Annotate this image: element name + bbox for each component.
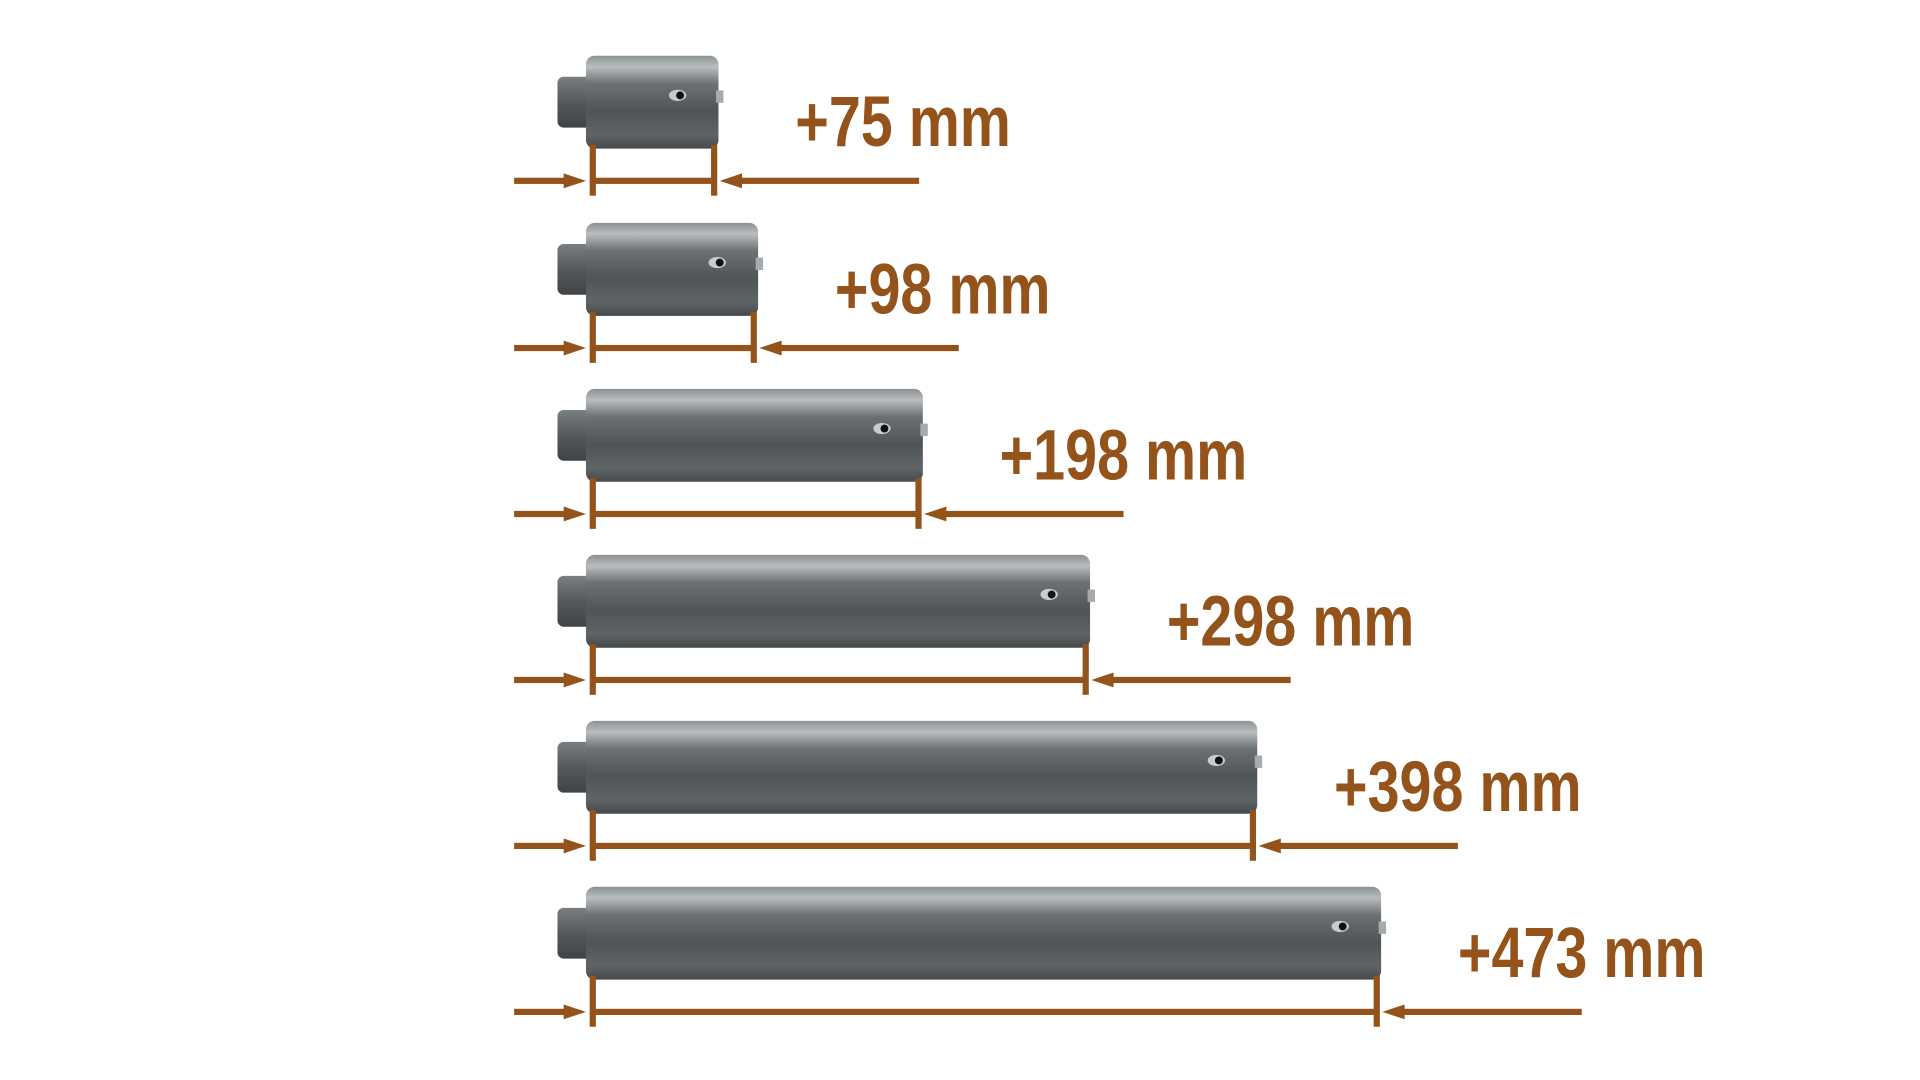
hole-center [1047, 590, 1056, 599]
dimension-line [592, 1008, 1379, 1015]
knob [557, 741, 593, 793]
extension-label: +198 mm [1000, 414, 1248, 495]
knob [557, 409, 593, 461]
hole-center [676, 91, 685, 100]
end-pin [1087, 589, 1095, 602]
extension-label: +473 mm [1458, 912, 1706, 993]
hole-center [1214, 756, 1223, 765]
cylinder [585, 222, 759, 316]
dimension-right-tick [1082, 644, 1089, 695]
cylinder [585, 886, 1382, 980]
hole-center [1338, 922, 1347, 931]
dimension-left-tick [589, 478, 596, 529]
extension-row: +473 mm [514, 886, 1706, 1027]
end-pin [716, 90, 724, 103]
arrow-right-icon [563, 672, 586, 688]
dimension-left-tick [589, 312, 596, 363]
extension-label: +98 mm [835, 248, 1051, 329]
end-pin [920, 423, 928, 436]
dimension-line [592, 510, 921, 518]
arrow-right-icon [563, 173, 586, 189]
dimension-right-tick [915, 478, 922, 529]
cylinder [585, 388, 923, 482]
dimension-line [592, 842, 1255, 850]
left-arrow-shaft [514, 842, 570, 850]
arrow-left-icon [1091, 672, 1114, 688]
dimension-right-tick [1373, 975, 1380, 1027]
hole-center [715, 258, 724, 267]
dimension-right-tick [711, 144, 718, 196]
arrow-right-icon [563, 1004, 586, 1020]
extension-label: +298 mm [1167, 580, 1415, 661]
arrow-left-icon [1382, 1004, 1405, 1020]
dimension-line [592, 177, 717, 184]
extension-row: +75 mm [514, 55, 1011, 196]
left-arrow-shaft [514, 1008, 570, 1015]
left-arrow-shaft [514, 676, 570, 684]
arrow-left-icon [719, 173, 743, 189]
end-pin [755, 257, 764, 270]
knob [557, 907, 593, 959]
extension-label: +75 mm [795, 81, 1011, 162]
arrow-right-icon [563, 838, 586, 854]
dimension-right-tick [1249, 810, 1257, 861]
dimension-left-tick [589, 144, 596, 196]
extension-row: +398 mm [514, 720, 1582, 861]
left-arrow-shaft [514, 344, 570, 352]
dimension-left-tick [589, 644, 596, 695]
left-arrow-shaft [514, 510, 570, 518]
cylinder [585, 554, 1091, 648]
end-pin [1254, 755, 1263, 768]
dimension-line [592, 676, 1088, 684]
dimension-line [592, 344, 756, 352]
dimension-left-tick [589, 975, 596, 1027]
arrow-left-icon [924, 506, 947, 522]
end-pin [1378, 921, 1387, 934]
left-arrow-shaft [514, 177, 570, 184]
right-arrow-shaft [775, 344, 959, 352]
right-arrow-shaft [735, 177, 920, 184]
right-arrow-shaft [940, 510, 1124, 518]
cylinder [585, 720, 1258, 814]
knob [557, 575, 593, 627]
extension-row: +198 mm [514, 388, 1248, 529]
knob [557, 243, 593, 295]
extension-row: +98 mm [514, 222, 1051, 363]
dimension-right-tick [750, 312, 757, 363]
arrow-right-icon [563, 506, 586, 522]
arrow-left-icon [1258, 838, 1281, 854]
hole-center [880, 424, 889, 433]
cylinder [585, 55, 719, 149]
right-arrow-shaft [1274, 842, 1458, 850]
extension-row: +298 mm [514, 554, 1415, 695]
right-arrow-shaft [1398, 1008, 1582, 1015]
arrow-left-icon [759, 340, 782, 356]
extension-label: +398 mm [1334, 746, 1582, 827]
dimension-left-tick [589, 810, 596, 861]
knob [557, 76, 593, 128]
arrow-right-icon [563, 340, 586, 356]
right-arrow-shaft [1107, 676, 1291, 684]
